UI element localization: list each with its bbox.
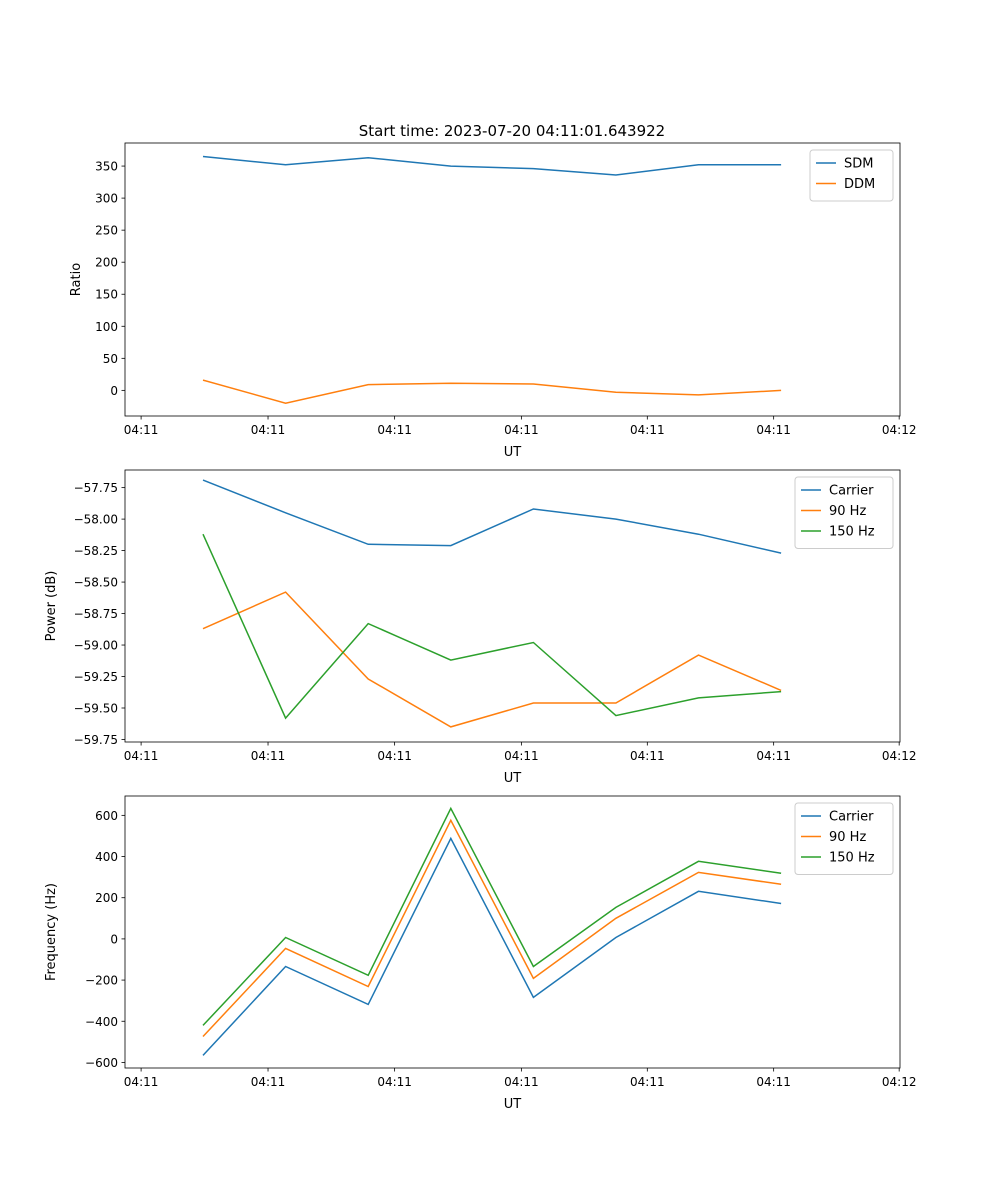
series-line-carrier — [202, 479, 782, 554]
legend-label: 150 Hz — [829, 851, 875, 866]
y-tick-label: 0 — [110, 384, 118, 398]
y-tick-label: −58.75 — [74, 607, 118, 621]
y-tick-label: 50 — [103, 352, 118, 366]
legend: SDM DDM — [809, 149, 894, 202]
x-tick-label: 04:11 — [756, 749, 791, 763]
subplot-3: 04:11 04:11 04:11 04:11 04:11 04:11 04:12 −600 −… — [44, 795, 917, 1112]
x-tick-label: 04:11 — [756, 423, 791, 437]
y-tick-label: −57.75 — [74, 481, 118, 495]
x-tick-label: 04:11 — [124, 423, 159, 437]
subplot-1: 04:11 04:11 04:11 04:11 04:11 04:11 04:12 0 50 10… — [69, 142, 917, 460]
x-axis-label: UT — [504, 771, 522, 786]
x-tick-label: 04:11 — [756, 1075, 791, 1089]
axes-frame — [124, 142, 901, 417]
y-tick-label: −59.75 — [74, 733, 118, 747]
x-tick-label: 04:11 — [504, 749, 539, 763]
axes-frame — [124, 795, 901, 1069]
x-tick-label: 04:11 — [630, 423, 665, 437]
x-tick-label: 04:12 — [882, 749, 917, 763]
axes-frame — [124, 469, 901, 743]
legend-label: 90 Hz — [829, 830, 866, 845]
y-tick-label: −58.50 — [74, 576, 118, 590]
series-line-sdm — [202, 155, 782, 176]
y-tick-label: −200 — [85, 974, 118, 988]
y-axis-label: Frequency (Hz) — [44, 883, 59, 981]
series-line-150-hz — [202, 806, 782, 1026]
y-tick-label: −58.00 — [74, 513, 118, 527]
series-line-ddm — [202, 379, 782, 404]
x-tick-label: 04:11 — [504, 423, 539, 437]
x-tick-label: 04:11 — [251, 1075, 286, 1089]
y-tick-label: −400 — [85, 1015, 118, 1029]
x-tick-label: 04:11 — [630, 1075, 665, 1089]
y-axis-label: Ratio — [69, 263, 84, 296]
legend-label: 150 Hz — [829, 525, 875, 540]
y-tick-label: 300 — [95, 192, 118, 206]
x-tick-label: 04:11 — [124, 749, 159, 763]
y-tick-label: 150 — [95, 288, 118, 302]
x-tick-label: 04:11 — [504, 1075, 539, 1089]
legend: Carrier 90 Hz 150 Hz — [794, 802, 894, 875]
series-line-carrier — [202, 836, 782, 1056]
y-tick-label: 600 — [95, 809, 118, 823]
legend-label: Carrier — [829, 484, 874, 499]
y-tick-label: −59.00 — [74, 639, 118, 653]
x-tick-label: 04:11 — [630, 749, 665, 763]
x-tick-label: 04:11 — [251, 749, 286, 763]
series-line-90-hz — [202, 591, 782, 728]
x-tick-label: 04:11 — [251, 423, 286, 437]
legend: Carrier 90 Hz 150 Hz — [794, 476, 894, 549]
x-tick-label: 04:11 — [377, 423, 412, 437]
y-tick-label: 400 — [95, 850, 118, 864]
x-axis-label: UT — [504, 445, 522, 460]
y-tick-label: 250 — [95, 224, 118, 238]
series-line-90-hz — [202, 818, 782, 1038]
y-tick-label: −58.25 — [74, 544, 118, 558]
y-tick-label: −600 — [85, 1056, 118, 1070]
legend-label: 90 Hz — [829, 504, 866, 519]
x-tick-label: 04:12 — [882, 1075, 917, 1089]
y-axis-label: Power (dB) — [44, 571, 59, 642]
legend-label: SDM — [844, 157, 873, 172]
legend-label: DDM — [844, 177, 875, 192]
legend-label: Carrier — [829, 810, 874, 825]
x-tick-label: 04:11 — [124, 1075, 159, 1089]
y-tick-label: −59.50 — [74, 702, 118, 716]
y-tick-label: 0 — [110, 932, 118, 946]
y-tick-label: 100 — [95, 320, 118, 334]
chart-title: Start time: 2023-07-20 04:11:01.643922 — [359, 122, 665, 140]
y-tick-label: 200 — [95, 891, 118, 905]
y-tick-label: 350 — [95, 160, 118, 174]
x-tick-label: 04:11 — [377, 1075, 412, 1089]
subplot-2: 04:11 04:11 04:11 04:11 04:11 04:11 04:12 −57.7… — [44, 469, 917, 786]
y-tick-label: 200 — [95, 256, 118, 270]
series-line-150-hz — [202, 533, 782, 720]
x-tick-label: 04:11 — [377, 749, 412, 763]
x-tick-label: 04:12 — [882, 423, 917, 437]
x-axis-label: UT — [504, 1097, 522, 1112]
y-tick-label: −59.25 — [74, 670, 118, 684]
